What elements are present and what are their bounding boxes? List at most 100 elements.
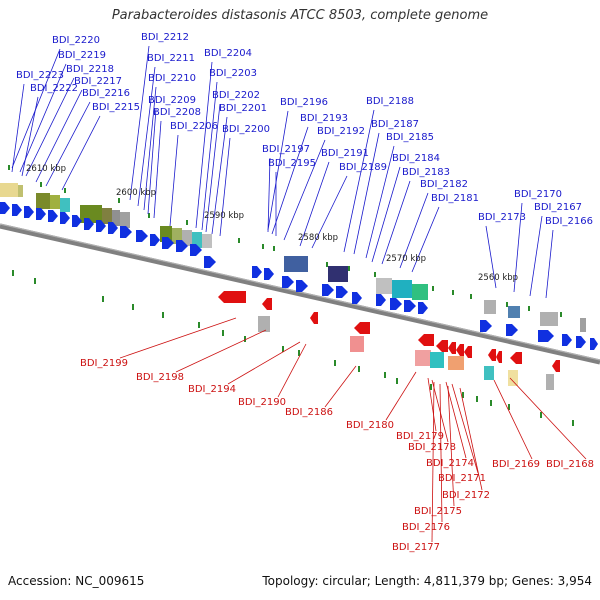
backbone-layer <box>0 223 600 365</box>
reverse-gene-label: BDI_2175 <box>414 506 462 517</box>
minor-tick <box>8 165 10 170</box>
feature-box <box>508 370 518 386</box>
forward-leader-line <box>353 132 380 255</box>
feature-box <box>508 306 520 318</box>
reverse-leader-line <box>427 377 437 432</box>
accession-text: Accession: NC_009615 <box>8 574 145 588</box>
forward-gene-label: BDI_2187 <box>371 119 419 130</box>
minor-tick <box>470 294 472 299</box>
forward-leader-line <box>35 89 83 183</box>
forward-gene-label: BDI_2166 <box>545 216 593 227</box>
forward-gene-arrow <box>590 338 598 350</box>
reverse-gene-label: BDI_2169 <box>492 459 540 470</box>
forward-gene-arrow <box>264 268 274 280</box>
forward-gene-arrow <box>96 220 106 232</box>
feature-box <box>284 256 308 272</box>
forward-gene-arrow <box>190 244 202 256</box>
reverse-leader-line <box>119 317 237 359</box>
minor-tick <box>430 384 432 390</box>
reverse-gene-arrow <box>218 291 246 303</box>
minor-tick <box>273 246 275 251</box>
reverse-leader-line <box>227 341 301 385</box>
feature-box <box>258 316 270 332</box>
reverse-gene-arrow <box>354 322 370 334</box>
reverse-gene-arrow <box>552 360 560 372</box>
forward-gene-label: BDI_2203 <box>209 68 257 79</box>
minor-tick <box>490 400 492 406</box>
reverse-gene-label: BDI_2198 <box>136 372 184 383</box>
forward-gene-label: BDI_2170 <box>514 189 562 200</box>
genome-backbone <box>0 223 600 365</box>
forward-gene-arrow <box>162 237 174 249</box>
forward-gene-arrow <box>204 256 216 268</box>
feature-box <box>0 183 18 197</box>
minor-tick-layer <box>8 165 584 426</box>
reverse-gene-arrow <box>488 349 496 361</box>
forward-leader-line <box>21 96 39 177</box>
forward-leader-line <box>147 108 157 215</box>
reverse-gene-arrow <box>262 298 272 310</box>
reverse-gene-label: BDI_2171 <box>438 473 486 484</box>
reverse-leader-line <box>493 379 533 460</box>
feature-box <box>484 300 496 314</box>
reverse-gene-label: BDI_2174 <box>426 458 474 469</box>
forward-gene-label: BDI_2209 <box>148 95 196 106</box>
forward-gene-arrow <box>376 294 386 306</box>
minor-tick <box>476 396 478 402</box>
feature-box <box>580 318 586 332</box>
reverse-gene-label: BDI_2176 <box>402 522 450 533</box>
reverse-leader-line <box>431 381 435 543</box>
reverse-gene-label: BDI_2186 <box>285 407 333 418</box>
forward-leader-line <box>299 161 330 247</box>
forward-gene-label: BDI_2184 <box>392 153 440 164</box>
forward-gene-label: BDI_2195 <box>268 158 316 169</box>
forward-leader-line <box>365 145 395 259</box>
reverse-leader-line <box>175 329 267 373</box>
forward-gene-arrow <box>336 286 348 298</box>
forward-gene-label: BDI_2208 <box>153 107 201 118</box>
reverse-gene-arrow <box>464 346 472 358</box>
minor-tick <box>148 213 150 218</box>
feature-box <box>328 266 348 282</box>
minor-tick <box>238 238 240 243</box>
minor-tick <box>384 372 386 378</box>
forward-gene-label: BDI_2188 <box>366 96 414 107</box>
forward-gene-label: BDI_2206 <box>170 121 218 132</box>
gene-arrow-layer <box>0 202 598 372</box>
forward-gene-arrow <box>252 266 262 278</box>
forward-gene-label: BDI_2167 <box>534 202 582 213</box>
minor-tick <box>462 392 464 398</box>
forward-leader-line <box>343 109 375 253</box>
forward-gene-arrow <box>0 202 10 214</box>
forward-gene-label: BDI_2191 <box>321 148 369 159</box>
genome-summary-text: Topology: circular; Length: 4,811,379 bp… <box>262 574 592 588</box>
minor-tick <box>132 304 134 310</box>
reverse-gene-arrow <box>496 351 502 363</box>
forward-gene-label: BDI_2218 <box>66 64 114 75</box>
minor-tick <box>334 360 336 366</box>
forward-gene-label: BDI_2173 <box>478 212 526 223</box>
forward-gene-arrow <box>296 280 308 292</box>
minor-tick <box>40 182 42 187</box>
forward-gene-arrow <box>72 215 82 227</box>
forward-gene-label: BDI_2183 <box>402 167 450 178</box>
reverse-leader-line <box>459 387 483 491</box>
reverse-gene-label: BDI_2199 <box>80 358 128 369</box>
forward-leader-line <box>211 116 228 235</box>
feature-box <box>350 336 364 352</box>
feature-box <box>102 208 112 224</box>
forward-gene-label: BDI_2222 <box>30 83 78 94</box>
minor-tick <box>432 286 434 291</box>
minor-tick <box>560 312 562 317</box>
forward-gene-arrow <box>538 330 554 342</box>
reverse-gene-label: BDI_2177 <box>392 542 440 553</box>
forward-gene-label: BDI_2223 <box>16 70 64 81</box>
reverse-leader-line <box>385 371 417 421</box>
minor-tick <box>12 270 14 276</box>
forward-gene-label: BDI_2192 <box>317 126 365 137</box>
forward-gene-arrow <box>282 276 294 288</box>
minor-tick <box>282 346 284 352</box>
forward-leader-line <box>137 66 156 207</box>
